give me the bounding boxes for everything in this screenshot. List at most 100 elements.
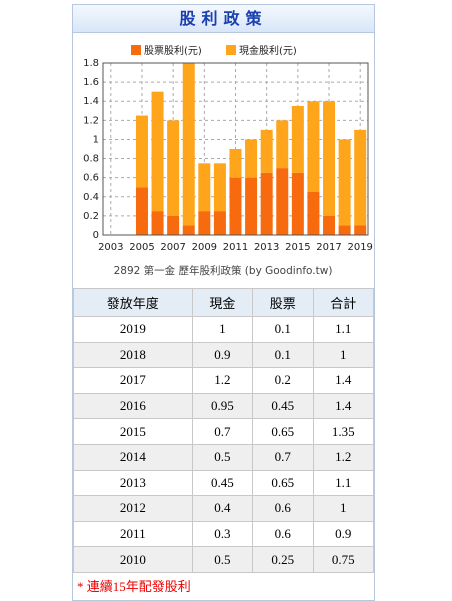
table-cell: 1.4 [312,392,375,420]
table-row: 2016 0.95 0.45 1.4 [73,392,375,420]
bar-segment [245,177,258,235]
bar-segment [213,163,226,212]
y-tick-label: 1.2 [83,115,99,126]
bar-segment [151,211,164,235]
table-cell: 1.4 [312,367,375,394]
table-cell: 1.1 [312,469,375,497]
bar-segment [198,211,211,235]
column-header: 發放年度 [73,288,193,317]
table-cell: 0.7 [191,418,254,445]
bar-segment [338,225,351,235]
chart: 2892 第一金 歷年股利政策 (by Goodinfo.tw) 股票股利(元)… [83,44,373,277]
table-cell: 1 [312,341,375,369]
y-tick-label: 1 [93,134,99,145]
table-cell: 0.95 [191,392,254,420]
x-tick-label: 2015 [285,242,310,253]
table-row: 2012 0.4 0.6 1 [73,495,375,522]
x-tick-label: 2013 [254,242,279,253]
table-cell: 2014 [73,443,193,471]
bar-segment [167,120,180,216]
x-tick-label: 2019 [347,242,372,253]
table-cell: 2016 [73,392,193,420]
table-cell: 0.7 [252,443,314,471]
x-tick-label: 2005 [129,242,154,253]
table-row: 2019 1 0.1 1.1 [73,316,375,343]
x-tick-label: 2017 [316,242,341,253]
table-cell: 2012 [73,495,193,522]
bar-segment [291,106,304,173]
table-row: 2011 0.3 0.6 0.9 [73,520,375,548]
column-header: 股票 [252,288,314,317]
y-tick-label: 0.6 [83,173,99,184]
table-cell: 0.1 [252,341,314,369]
table-cell: 2017 [73,367,193,394]
table-row: 2018 0.9 0.1 1 [73,341,375,369]
table-cell: 1.2 [312,443,375,471]
bar-segment [338,139,351,226]
bar-segment [354,129,367,226]
bar-segment [260,172,273,235]
table-cell: 2013 [73,469,193,497]
bar-segment [151,91,164,212]
table-cell: 1.35 [312,418,375,445]
table-cell: 0.9 [191,341,254,369]
bar-segment [135,187,148,235]
chart-caption: 2892 第一金 歷年股利政策 (by Goodinfo.tw) [114,264,333,277]
table-cell: 2019 [73,316,193,343]
bar-segment [307,101,320,192]
bar-segment [260,129,273,173]
table-cell: 2011 [73,520,193,548]
table-cell: 0.6 [252,495,314,522]
bar-segment [229,177,242,235]
bar-segment [276,120,289,169]
legend-label: 股票股利(元) [144,45,202,57]
legend-swatch [226,45,236,55]
y-tick-label: 1.8 [83,58,99,69]
dividend-panel: 股利政策 2892 第一金 歷年股利政策 (by Goodinfo.tw) 股票… [72,4,375,601]
x-tick-label: 2011 [223,242,248,253]
bar-segment [167,215,180,235]
bar-segment [182,63,195,226]
table-cell: 0.5 [191,546,254,573]
table-cell: 1 [312,495,375,522]
table-row: 2017 1.2 0.2 1.4 [73,367,375,394]
bar-segment [245,139,258,178]
table-cell: 1 [191,316,254,343]
table-cell: 0.25 [252,546,314,573]
panel-title: 股利政策 [73,5,374,33]
bar-segment [323,215,336,235]
y-tick-label: 0 [93,230,99,241]
table-cell: 0.65 [252,469,314,497]
plot-frame [102,62,369,236]
bar-segment [198,163,211,212]
table-cell: 2018 [73,341,193,369]
table-cell: 0.1 [252,316,314,343]
footer-note: * 連續15年配發股利 [77,578,191,594]
column-header: 現金 [191,288,254,317]
bar-segment [213,211,226,235]
bar-segment [307,192,320,235]
table-cell: 2015 [73,418,193,445]
table-cell: 0.3 [191,520,254,548]
table-cell: 0.4 [191,495,254,522]
table-cell: 0.5 [191,443,254,471]
table-cell: 0.45 [252,392,314,420]
table-row: 2015 0.7 0.65 1.35 [73,418,375,445]
x-tick-label: 2009 [192,242,217,253]
dividend-table: 發放年度 現金 股票 合計 2019 1 0.1 1.1 2018 0.9 0.1 1 2017 1.2 0… [73,288,375,573]
table-cell: 0.2 [252,367,314,394]
table-row: 2014 0.5 0.7 1.2 [73,443,375,471]
table-cell: 0.45 [191,469,254,497]
y-tick-label: 0.2 [83,211,99,222]
y-tick-label: 1.6 [83,77,99,88]
table-row: 2013 0.45 0.65 1.1 [73,469,375,497]
table-cell: 2010 [73,546,193,573]
bar-segment [229,149,242,178]
table-cell: 1.2 [191,367,254,394]
bar-segment [323,101,336,216]
y-tick-label: 1.4 [83,96,99,107]
bar-segment [354,225,367,235]
table-cell: 0.65 [252,418,314,445]
legend-swatch [131,45,141,55]
